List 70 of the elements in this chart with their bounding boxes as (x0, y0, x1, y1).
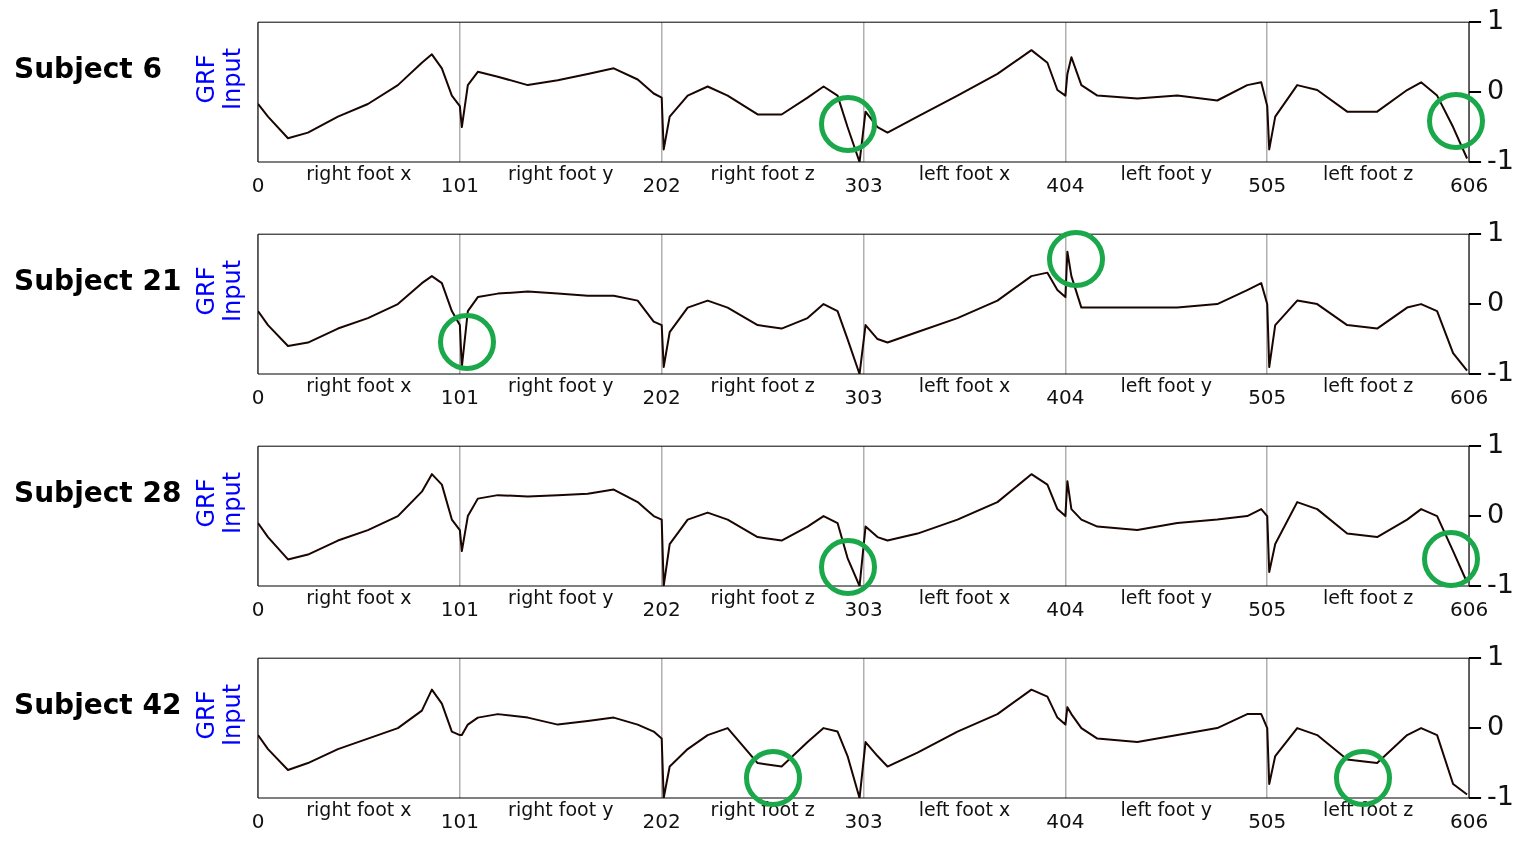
y-tick-label: 1 (1487, 216, 1505, 248)
text: right foot z (710, 586, 815, 609)
text: left foot z (1323, 374, 1414, 397)
text: right foot y (508, 162, 614, 185)
y-tick-label: 0 (1487, 710, 1505, 742)
x-tick-label: 303 (844, 597, 883, 622)
text: left foot y (1120, 162, 1213, 185)
x-tick-label: 101 (440, 809, 479, 834)
x-tick-label: 202 (642, 173, 681, 198)
x-tick-label: 0 (251, 597, 265, 622)
y-tick-label: -1 (1487, 144, 1514, 176)
text: left foot x (918, 162, 1011, 185)
x-tick-label: 202 (642, 809, 681, 834)
text: right foot x (306, 798, 412, 821)
text: left foot x (918, 374, 1011, 397)
text: right foot x (306, 374, 412, 397)
x-tick-label: 101 (440, 173, 479, 198)
x-tick-label: 404 (1046, 809, 1085, 834)
x-tick-label: 404 (1046, 173, 1085, 198)
x-tick-label: 303 (844, 809, 883, 834)
x-tick-label: 505 (1248, 809, 1287, 834)
x-tick-label: 202 (642, 385, 681, 410)
y-tick-label: -1 (1487, 780, 1514, 812)
x-tick-label: 505 (1248, 597, 1287, 622)
y-tick-label: 0 (1487, 74, 1505, 106)
text: right foot z (710, 374, 815, 397)
y-axis-title: GRF Input (192, 470, 246, 537)
x-tick-label: 101 (440, 385, 479, 410)
text: Subject 21 (14, 264, 182, 297)
y-tick-label: 1 (1487, 428, 1505, 460)
x-tick-label: 0 (251, 809, 265, 834)
y-axis-title: GRF Input (192, 46, 246, 113)
x-tick-label: 404 (1046, 385, 1085, 410)
y-axis-title: GRF Input (192, 682, 246, 749)
text: left foot x (918, 586, 1011, 609)
text: left foot y (1120, 798, 1213, 821)
x-tick-label: 101 (440, 597, 479, 622)
text: right foot y (508, 374, 614, 397)
x-tick-label: 303 (844, 173, 883, 198)
y-tick-label: -1 (1487, 356, 1514, 388)
x-tick-label: 606 (1449, 597, 1489, 622)
text: right foot y (508, 798, 614, 821)
text: right foot y (508, 586, 614, 609)
y-tick-label: 1 (1487, 640, 1505, 672)
x-tick-label: 303 (844, 385, 883, 410)
text: Subject 6 (14, 52, 162, 85)
text: Subject 28 (14, 476, 182, 509)
y-tick-label: 0 (1487, 286, 1505, 318)
text: right foot x (306, 162, 412, 185)
x-tick-label: 505 (1248, 385, 1287, 410)
y-tick-label: 1 (1487, 4, 1505, 36)
text: right foot z (710, 162, 815, 185)
y-tick-label: 0 (1487, 498, 1505, 530)
text: left foot y (1120, 374, 1213, 397)
y-axis-title: GRF Input (192, 258, 246, 325)
x-tick-label: 404 (1046, 597, 1085, 622)
text: right foot x (306, 586, 412, 609)
y-tick-label: -1 (1487, 568, 1514, 600)
text: left foot z (1323, 586, 1414, 609)
text: Subject 42 (14, 688, 182, 721)
x-tick-label: 0 (251, 385, 265, 410)
text: left foot y (1120, 586, 1213, 609)
x-tick-label: 606 (1449, 809, 1489, 834)
x-tick-label: 202 (642, 597, 681, 622)
x-tick-label: 0 (251, 173, 265, 198)
x-tick-label: 606 (1449, 173, 1489, 198)
x-tick-label: 505 (1248, 173, 1287, 198)
text: left foot z (1323, 162, 1414, 185)
x-tick-label: 606 (1449, 385, 1489, 410)
text: left foot x (918, 798, 1011, 821)
